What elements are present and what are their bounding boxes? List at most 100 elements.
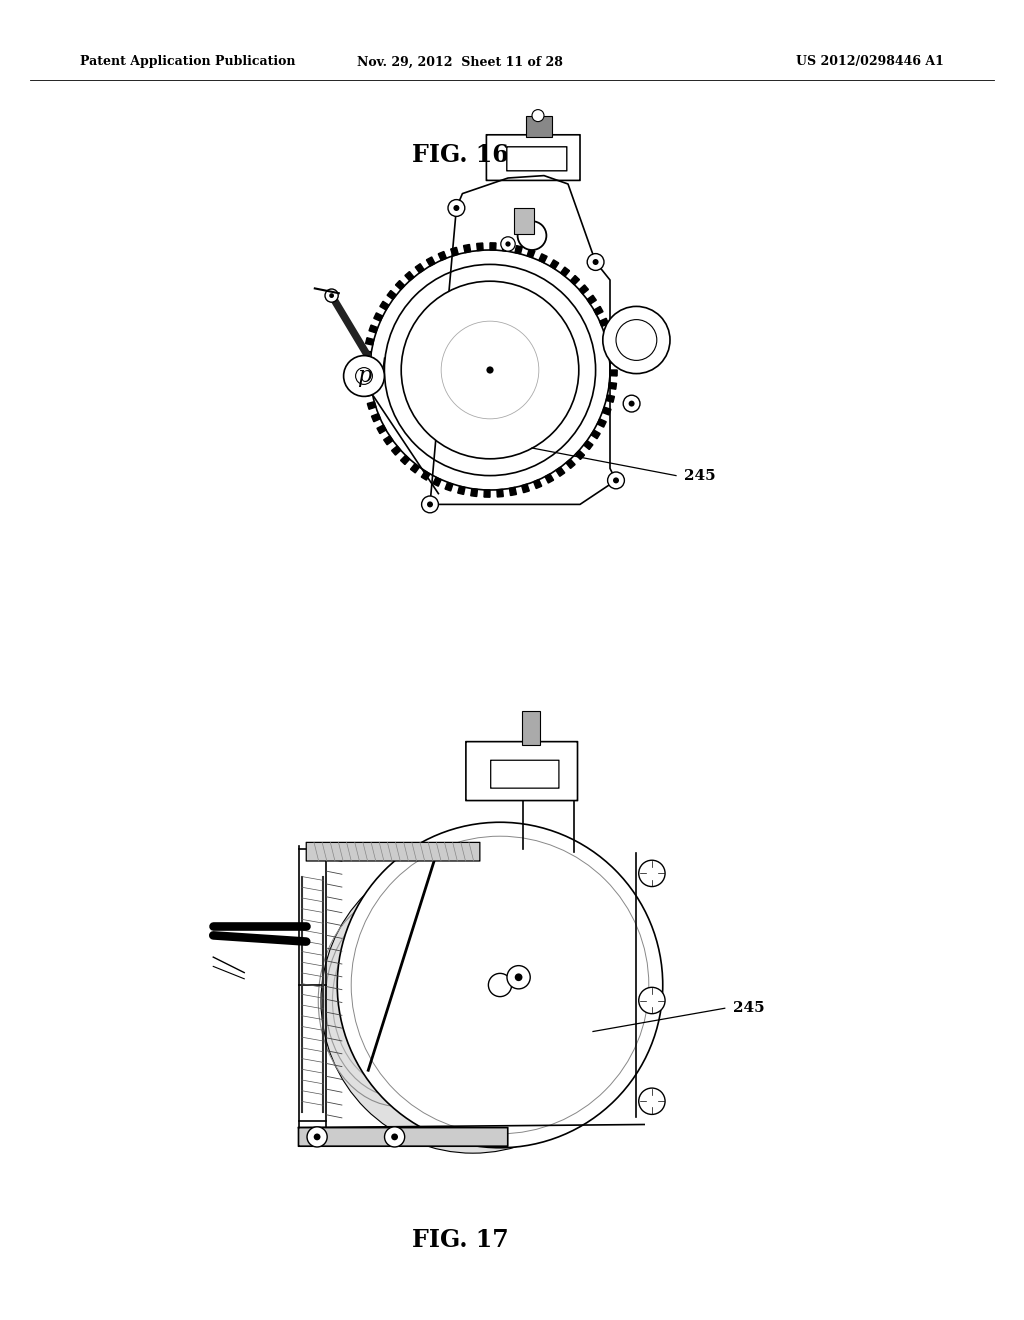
Polygon shape	[471, 488, 477, 496]
Polygon shape	[608, 383, 616, 389]
Circle shape	[515, 973, 522, 981]
Polygon shape	[366, 338, 374, 345]
Polygon shape	[597, 418, 606, 428]
Circle shape	[616, 319, 656, 360]
Circle shape	[427, 502, 433, 507]
Polygon shape	[570, 276, 580, 285]
FancyBboxPatch shape	[490, 760, 559, 788]
Circle shape	[329, 293, 334, 298]
Circle shape	[391, 1134, 398, 1140]
Polygon shape	[521, 484, 529, 492]
Circle shape	[501, 236, 515, 251]
Circle shape	[307, 1127, 328, 1147]
Polygon shape	[539, 253, 547, 263]
Circle shape	[613, 478, 618, 483]
Bar	[514, 209, 535, 235]
Polygon shape	[607, 343, 615, 351]
FancyBboxPatch shape	[306, 842, 480, 861]
Polygon shape	[591, 430, 600, 438]
Polygon shape	[587, 296, 596, 304]
Circle shape	[344, 355, 384, 396]
Polygon shape	[374, 313, 383, 321]
Text: US 2012/0298446 A1: US 2012/0298446 A1	[796, 55, 944, 69]
Polygon shape	[606, 395, 614, 403]
Text: Nov. 29, 2012  Sheet 11 of 28: Nov. 29, 2012 Sheet 11 of 28	[357, 55, 563, 69]
Polygon shape	[594, 306, 603, 315]
Bar	[521, 710, 541, 744]
Polygon shape	[604, 331, 612, 338]
Polygon shape	[380, 301, 389, 310]
Polygon shape	[364, 351, 372, 358]
Polygon shape	[580, 285, 589, 294]
Polygon shape	[464, 244, 471, 252]
Circle shape	[607, 473, 625, 488]
Circle shape	[486, 367, 494, 374]
Circle shape	[624, 395, 640, 412]
Circle shape	[639, 987, 665, 1014]
Circle shape	[593, 259, 599, 265]
Polygon shape	[610, 370, 617, 376]
Circle shape	[506, 242, 511, 247]
Circle shape	[517, 222, 547, 249]
Circle shape	[507, 966, 530, 989]
Polygon shape	[400, 455, 410, 465]
Text: 245: 245	[684, 469, 716, 483]
Circle shape	[325, 289, 338, 302]
Circle shape	[454, 205, 460, 211]
Ellipse shape	[337, 822, 663, 1148]
Polygon shape	[458, 486, 465, 495]
Polygon shape	[527, 249, 535, 257]
Polygon shape	[404, 272, 414, 281]
Circle shape	[422, 496, 438, 512]
Ellipse shape	[351, 836, 649, 1134]
Polygon shape	[416, 264, 424, 273]
Polygon shape	[515, 246, 522, 253]
Polygon shape	[372, 413, 380, 421]
Bar	[526, 116, 552, 137]
Polygon shape	[584, 441, 593, 450]
Polygon shape	[387, 290, 396, 300]
Circle shape	[587, 253, 604, 271]
Text: p: p	[357, 366, 371, 387]
Ellipse shape	[321, 849, 625, 1154]
Text: FIG. 16: FIG. 16	[412, 143, 508, 168]
Polygon shape	[560, 267, 569, 276]
Polygon shape	[609, 356, 617, 363]
Circle shape	[639, 1088, 665, 1114]
Polygon shape	[395, 281, 404, 289]
Polygon shape	[421, 471, 430, 480]
Polygon shape	[509, 487, 516, 495]
Polygon shape	[377, 425, 386, 433]
Polygon shape	[566, 459, 575, 469]
Polygon shape	[602, 407, 611, 414]
Polygon shape	[556, 467, 565, 477]
Circle shape	[629, 400, 635, 407]
Polygon shape	[503, 243, 509, 251]
Polygon shape	[369, 325, 378, 333]
Circle shape	[449, 199, 465, 216]
Circle shape	[355, 367, 373, 384]
Circle shape	[313, 1134, 321, 1140]
Circle shape	[384, 264, 596, 475]
Polygon shape	[426, 257, 435, 267]
Polygon shape	[451, 247, 459, 256]
Polygon shape	[411, 463, 420, 473]
Text: FIG. 17: FIG. 17	[412, 1228, 508, 1251]
Text: 245: 245	[733, 1002, 764, 1015]
Polygon shape	[391, 446, 400, 455]
Polygon shape	[490, 243, 496, 249]
Polygon shape	[438, 252, 446, 260]
Polygon shape	[497, 490, 504, 498]
Polygon shape	[550, 260, 559, 269]
Circle shape	[401, 281, 579, 459]
Polygon shape	[534, 479, 542, 488]
Ellipse shape	[488, 973, 512, 997]
Polygon shape	[362, 364, 370, 370]
Circle shape	[639, 861, 665, 887]
Polygon shape	[600, 318, 608, 326]
FancyBboxPatch shape	[298, 1127, 508, 1146]
Polygon shape	[368, 401, 376, 409]
Polygon shape	[477, 243, 483, 251]
Polygon shape	[445, 482, 453, 491]
Polygon shape	[365, 389, 373, 396]
